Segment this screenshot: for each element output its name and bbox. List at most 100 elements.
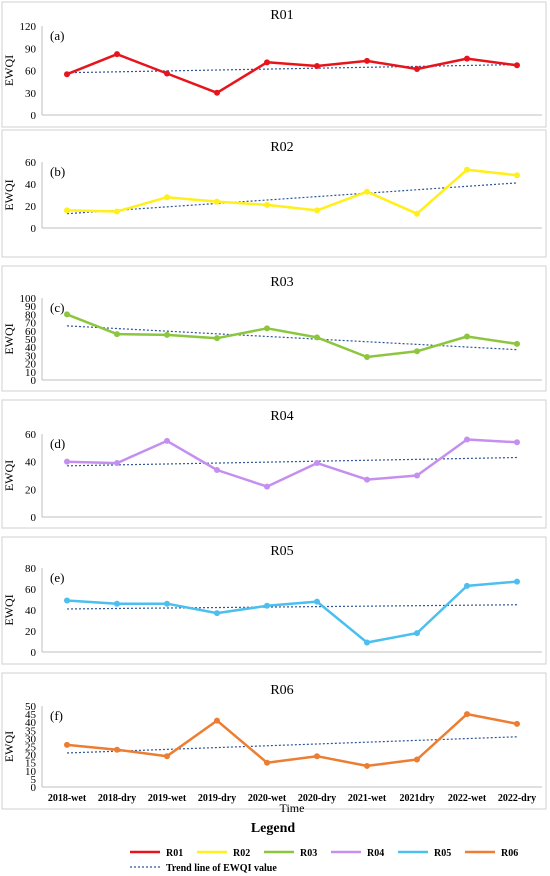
y-tick-label: 20 [25,750,37,762]
series-line-r02 [66,168,518,215]
y-tick-label: 0 [31,647,37,659]
x-axis-title: Time [280,801,305,815]
data-point [314,63,320,70]
data-point [164,331,170,338]
data-point [414,210,420,217]
data-point [514,340,520,347]
panel-frame [1,265,547,392]
data-point [414,630,420,637]
legend-trend-label: Trend line of EWQI value [166,863,277,874]
y-tick-label: 0 [31,110,37,122]
data-point [514,720,520,727]
y-tick-label: 90 [25,43,37,55]
x-tick-label: 2020-dry [298,793,336,804]
y-tick-label: 30 [25,88,37,100]
trend-line [66,182,518,215]
x-tick-label: 2021-wet [348,793,387,804]
data-point [464,582,470,589]
x-tick-label: 2018-dry [98,793,136,804]
y-tick-label: 10 [25,367,37,379]
data-point [364,354,370,361]
x-tick-label: 2022-wet [448,793,487,804]
data-point [364,639,370,646]
chart-title: R06 [270,683,293,698]
chart-title: R05 [270,544,293,559]
y-axis-label: EWQI [2,179,16,210]
panel-label: (c) [50,300,64,315]
data-point [114,208,120,215]
chart-title: R01 [270,8,293,23]
y-tick-label: 15 [25,758,37,770]
y-axis-label: EWQI [2,323,16,354]
data-point [314,460,320,467]
x-tick-label: 2018-wet [48,793,87,804]
legend-item-r01: R01 [130,848,183,859]
data-point [364,762,370,769]
data-point [214,717,220,724]
y-tick-label: 10 [25,766,37,778]
legend-label: R01 [166,848,183,859]
panel-label: (d) [50,436,65,451]
y-tick-label: 80 [25,309,37,321]
y-tick-label: 60 [25,584,37,596]
data-point [514,62,520,69]
data-point [164,437,170,444]
chart-panel-r04: R04 0 20 40 60 EWQI (d) [1,399,547,529]
y-tick-label: 25 [25,742,37,754]
data-point [214,198,220,205]
data-point [64,207,70,214]
data-point [414,348,420,355]
data-point [514,578,520,585]
x-tick-label: 2019-wet [148,793,187,804]
data-point [214,610,220,617]
data-point [514,439,520,446]
data-point [464,711,470,718]
chart-panel-r01: R01 0 30 60 90 120 EWQI (a) [1,1,547,128]
y-tick-label: 60 [25,326,37,338]
y-tick-label: 60 [25,429,37,441]
y-axis-label: EWQI [2,594,16,625]
y-tick-label: 30 [25,733,37,745]
legend-label: R05 [434,848,451,859]
data-point [464,333,470,340]
panel-label: (b) [50,164,65,179]
x-tick-label: 2021dry [400,793,435,804]
y-tick-label: 45 [25,709,37,721]
y-tick-label: 80 [25,563,37,575]
data-point [114,460,120,467]
data-point [364,476,370,483]
data-point [414,756,420,763]
y-tick-label: 0 [31,375,37,387]
panel-label: (e) [50,570,64,585]
legend-label: R06 [501,848,518,859]
data-point [114,51,120,58]
y-tick-label: 35 [25,725,37,737]
panel-label: (f) [50,708,63,723]
data-point [414,66,420,73]
y-axis-label: EWQI [2,731,16,762]
legend-label: R02 [233,848,250,859]
legend-item-r05: R05 [398,848,451,859]
data-point [414,472,420,479]
legend: Legend R01 R02 R03 R04 R05 R06 Trend line of EW… [130,821,518,874]
y-tick-label: 120 [20,21,37,33]
legend-item-r06: R06 [465,848,518,859]
data-point [464,436,470,443]
data-point [364,57,370,64]
y-tick-label: 100 [20,293,37,305]
x-tick-label: 2020-wet [248,793,287,804]
data-point [64,71,70,78]
y-tick-label: 40 [25,717,37,729]
legend-item-r04: R04 [331,848,384,859]
series-line-r06 [66,712,518,768]
y-tick-label: 20 [25,484,37,496]
chart-title: R04 [270,409,293,424]
panel-frame [1,1,547,128]
data-point [114,746,120,753]
series-line-r04 [66,438,518,488]
legend-item-r03: R03 [264,848,317,859]
data-point [214,335,220,342]
panel-label: (a) [50,28,64,43]
trend-line [66,63,518,74]
